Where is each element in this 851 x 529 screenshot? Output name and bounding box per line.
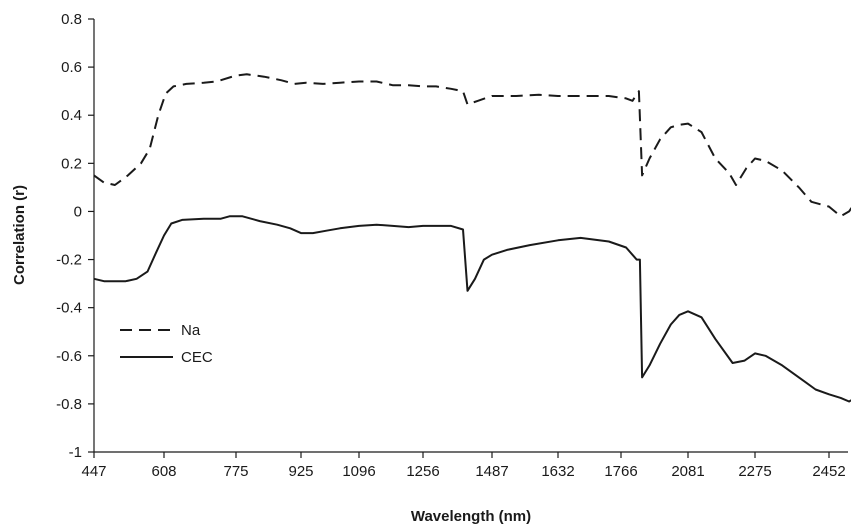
y-tick-label: -0.6 xyxy=(56,348,82,365)
x-tick-label: 925 xyxy=(288,463,313,480)
x-axis-title: Wavelength (nm) xyxy=(411,508,531,525)
series-line-na xyxy=(93,73,851,218)
x-tick-label: 1487 xyxy=(475,463,508,480)
y-tick-label: 0.8 xyxy=(61,11,82,28)
x-tick-label: 2275 xyxy=(738,463,771,480)
x-tick-label: 447 xyxy=(81,463,106,480)
x-tick-label: 1256 xyxy=(406,463,439,480)
y-tick-label: 0.2 xyxy=(61,155,82,172)
x-tick-label: 2081 xyxy=(671,463,704,480)
x-tick-label: 2452 xyxy=(812,463,845,480)
x-tick-label: 608 xyxy=(151,463,176,480)
legend-label-na: Na xyxy=(181,322,201,339)
y-tick-label: -0.4 xyxy=(56,300,82,317)
legend-label-cec: CEC xyxy=(181,349,213,366)
series-line-cec xyxy=(93,215,851,403)
y-axis-ticks: 0.8 0.6 0.4 0.2 0 -0.2 -0.4 -0.6 -0.8 -1 xyxy=(56,11,94,461)
series-layer xyxy=(93,73,851,403)
x-axis-ticks: 447 608 775 925 1096 1256 1487 1632 1766 2081 2275… xyxy=(81,452,846,480)
y-tick-label: -0.8 xyxy=(56,396,82,413)
x-tick-label: 1632 xyxy=(541,463,574,480)
legend: Na CEC xyxy=(120,322,213,366)
y-axis-title: Correlation (r) xyxy=(11,185,28,285)
x-tick-label: 1766 xyxy=(604,463,637,480)
y-tick-label: 0.6 xyxy=(61,59,82,76)
x-tick-label: 1096 xyxy=(342,463,375,480)
x-tick-label: 775 xyxy=(223,463,248,480)
y-tick-label: -1 xyxy=(69,444,82,461)
y-tick-label: 0 xyxy=(74,203,82,220)
y-tick-label: 0.4 xyxy=(61,107,82,124)
y-tick-label: -0.2 xyxy=(56,252,82,269)
